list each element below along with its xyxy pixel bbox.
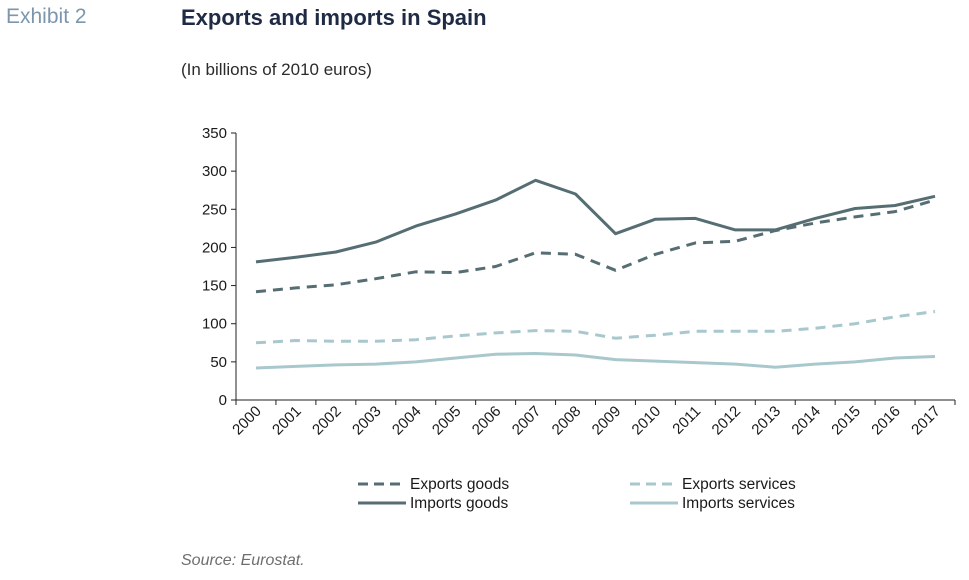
x-tick-label: 2008	[549, 403, 585, 439]
series-line-imports-goods	[255, 178, 936, 264]
x-tick-label: 2011	[669, 403, 704, 438]
y-tick-label: 0	[219, 392, 227, 409]
x-tick-label: 2001	[269, 403, 305, 439]
series-line-exports-services	[255, 310, 936, 345]
chart-title: Exports and imports in Spain	[181, 5, 487, 30]
series-line-imports-services	[255, 352, 936, 370]
x-tick-label: 2016	[868, 403, 904, 439]
x-tick-label: 2015	[828, 403, 864, 439]
exhibit-label: Exhibit 2	[6, 5, 87, 28]
legend-label: Exports services	[682, 476, 796, 493]
chart-subtitle: (In billions of 2010 euros)	[181, 60, 372, 79]
legend-label: Exports goods	[410, 476, 509, 493]
x-tick-label: 2014	[788, 403, 824, 439]
x-tick-label: 2007	[509, 403, 545, 439]
y-tick-label: 300	[202, 163, 227, 180]
y-tick-label: 50	[210, 354, 227, 371]
x-tick-label: 2010	[629, 403, 665, 439]
x-tick-label: 2003	[349, 403, 385, 439]
x-tick-label: 2006	[469, 403, 505, 439]
x-tick-label: 2005	[429, 403, 465, 439]
legend-label: Imports services	[682, 495, 795, 512]
y-tick-label: 150	[202, 278, 227, 295]
x-tick-label: 2000	[229, 403, 265, 439]
y-tick-label: 250	[202, 201, 227, 218]
y-tick-label: 350	[202, 125, 227, 142]
source-note: Source: Eurostat.	[181, 552, 305, 569]
legend-label: Imports goods	[410, 495, 508, 512]
x-tick-label: 2002	[309, 403, 345, 439]
y-tick-label: 200	[202, 239, 227, 256]
y-tick-label: 100	[202, 316, 227, 333]
x-tick-label: 2013	[748, 403, 784, 439]
x-tick-label: 2012	[709, 403, 745, 439]
x-tick-label: 2009	[589, 403, 625, 439]
series-line-exports-goods	[255, 198, 936, 294]
x-tick-label: 2017	[908, 403, 944, 439]
x-tick-label: 2004	[389, 403, 425, 439]
